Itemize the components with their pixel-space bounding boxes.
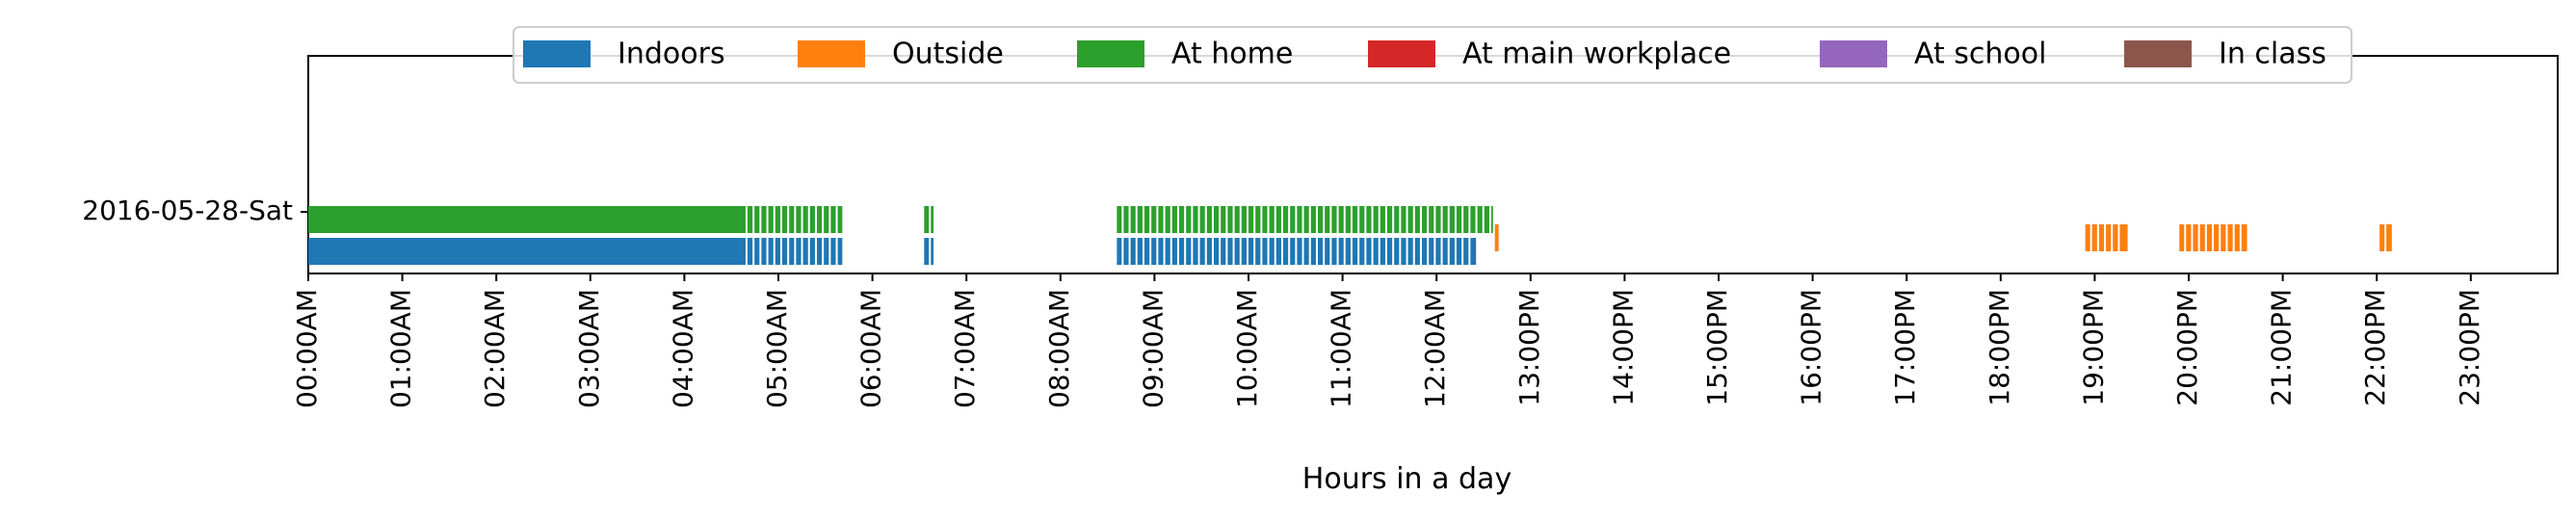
bar-at-home-0 [308,206,741,233]
legend-item-indoors: Indoors [523,38,725,71]
x-tick-label: 03:00AM [573,289,605,408]
legend-label: At home [1171,38,1293,71]
x-tick-label: 09:00AM [1137,289,1169,408]
legend-item-at-main-workplace: At main workplace [1368,38,1731,71]
bar-at-home-2 [924,206,934,233]
legend-swatch [523,40,591,67]
y-axis: 2016-05-28-Sat [82,195,308,226]
x-tick-label: 06:00AM [855,289,887,408]
x-tick-label: 01:00AM [385,289,417,408]
legend-label: At school [1914,38,2046,71]
bar-outside-0 [1494,224,1499,251]
legend-label: Indoors [618,38,725,71]
bar-indoors-2 [924,238,934,265]
legend-swatch [1368,40,1435,67]
bar-outside-1 [2085,224,2128,251]
legend-item-at-home: At home [1077,38,1293,71]
bars-layer [308,206,2392,265]
x-tick-label: 07:00AM [949,289,981,408]
x-tick-label: 15:00PM [1701,289,1733,406]
legend: Indoors Outside At home At main workplace At… [513,26,2353,84]
x-tick-label: 22:00PM [2359,289,2391,406]
x-tick-label: 00:00AM [291,289,323,408]
x-axis-title: Hours in a day [1302,462,1511,496]
bar-indoors-3 [1117,238,1477,265]
bar-at-home-1 [740,206,843,233]
legend-item-at-school: At school [1820,38,2046,71]
x-tick-label: 12:00AM [1419,289,1451,408]
bar-at-home-3 [1117,206,1493,233]
x-tick-label: 10:00AM [1231,289,1263,408]
x-tick-label: 08:00AM [1043,289,1075,408]
x-tick-label: 19:00PM [2077,289,2109,406]
x-tick-label: 13:00PM [1513,289,1545,406]
x-axis: 00:00AM 01:00AM 02:00AM 03:00AM 04:00AM 05:00… [291,273,2485,408]
x-tick-label: 04:00AM [667,289,698,408]
x-tick-label: 14:00PM [1607,289,1639,406]
legend-label: At main workplace [1462,38,1731,71]
x-tick-label: 05:00AM [761,289,793,408]
x-tick-label: 20:00PM [2171,289,2203,406]
x-tick-label: 17:00PM [1889,289,1921,406]
x-tick-label: 21:00PM [2266,289,2298,406]
bar-indoors-1 [740,238,843,265]
x-tick-label: 02:00AM [479,289,511,408]
legend-label: In class [2219,38,2326,71]
x-tick-label: 23:00PM [2454,289,2485,406]
legend-swatch [798,40,865,67]
x-tick-label: 18:00PM [1984,289,2015,406]
y-tick-label: 2016-05-28-Sat [82,195,293,226]
legend-label: Outside [892,38,1004,71]
legend-item-outside: Outside [798,38,1004,71]
legend-swatch [1820,40,1887,67]
x-tick-label: 16:00PM [1796,289,1827,406]
legend-item-in-class: In class [2124,38,2326,71]
bar-indoors-0 [308,238,741,265]
bar-outside-3 [2379,224,2392,251]
legend-swatch [1077,40,1144,67]
x-tick-label: 11:00AM [1326,289,1357,408]
legend-swatch [2124,40,2192,67]
bar-outside-2 [2179,224,2247,251]
